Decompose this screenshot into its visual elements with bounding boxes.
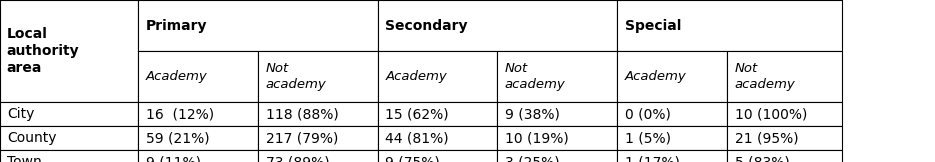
Text: 217 (79%): 217 (79%) (266, 131, 338, 145)
Text: 10 (19%): 10 (19%) (505, 131, 568, 145)
Bar (727, 102, 842, 126)
Text: 59 (21%): 59 (21%) (146, 131, 209, 145)
Text: 21 (95%): 21 (95%) (735, 131, 798, 145)
Text: Local
authority
area: Local authority area (7, 27, 79, 75)
Text: 10 (100%): 10 (100%) (735, 107, 807, 121)
Bar (727, 150, 842, 162)
Bar (617, 0, 842, 51)
Bar (617, 126, 727, 150)
Text: 9 (38%): 9 (38%) (505, 107, 560, 121)
Bar (258, 102, 378, 126)
Bar (497, 126, 617, 150)
Bar (727, 126, 842, 150)
Text: 0 (0%): 0 (0%) (625, 107, 670, 121)
Bar (0, 102, 138, 126)
Text: Town: Town (7, 155, 42, 162)
Bar (0, 150, 138, 162)
Text: 9 (11%): 9 (11%) (146, 155, 201, 162)
Bar (497, 150, 617, 162)
Bar (138, 51, 258, 102)
Bar (0, 0, 138, 102)
Text: Academy: Academy (385, 70, 447, 83)
Bar (378, 126, 497, 150)
Bar (258, 150, 378, 162)
Text: Not
academy: Not academy (266, 62, 326, 91)
Text: 9 (75%): 9 (75%) (385, 155, 440, 162)
Text: 16  (12%): 16 (12%) (146, 107, 214, 121)
Text: Academy: Academy (625, 70, 686, 83)
Bar (497, 51, 617, 102)
Text: Academy: Academy (146, 70, 208, 83)
Text: 15 (62%): 15 (62%) (385, 107, 449, 121)
Bar (497, 102, 617, 126)
Bar (138, 150, 258, 162)
Bar (617, 102, 727, 126)
Bar (258, 126, 378, 150)
Text: County: County (7, 131, 57, 145)
Text: Not
academy: Not academy (735, 62, 796, 91)
Bar (727, 51, 842, 102)
Bar (378, 51, 497, 102)
Bar (0, 126, 138, 150)
Bar (258, 51, 378, 102)
Bar (378, 0, 617, 51)
Text: Primary: Primary (146, 18, 208, 33)
Bar (617, 51, 727, 102)
Text: Special: Special (625, 18, 681, 33)
Bar (617, 150, 727, 162)
Text: 3 (25%): 3 (25%) (505, 155, 559, 162)
Text: 5 (83%): 5 (83%) (735, 155, 790, 162)
Bar (138, 126, 258, 150)
Bar (378, 150, 497, 162)
Text: Secondary: Secondary (385, 18, 468, 33)
Text: 118 (88%): 118 (88%) (266, 107, 338, 121)
Bar (138, 0, 378, 51)
Bar (378, 102, 497, 126)
Text: City: City (7, 107, 35, 121)
Text: 44 (81%): 44 (81%) (385, 131, 449, 145)
Text: 1 (17%): 1 (17%) (625, 155, 680, 162)
Text: 1 (5%): 1 (5%) (625, 131, 670, 145)
Bar (138, 102, 258, 126)
Text: Not
academy: Not academy (505, 62, 566, 91)
Text: 73 (89%): 73 (89%) (266, 155, 329, 162)
